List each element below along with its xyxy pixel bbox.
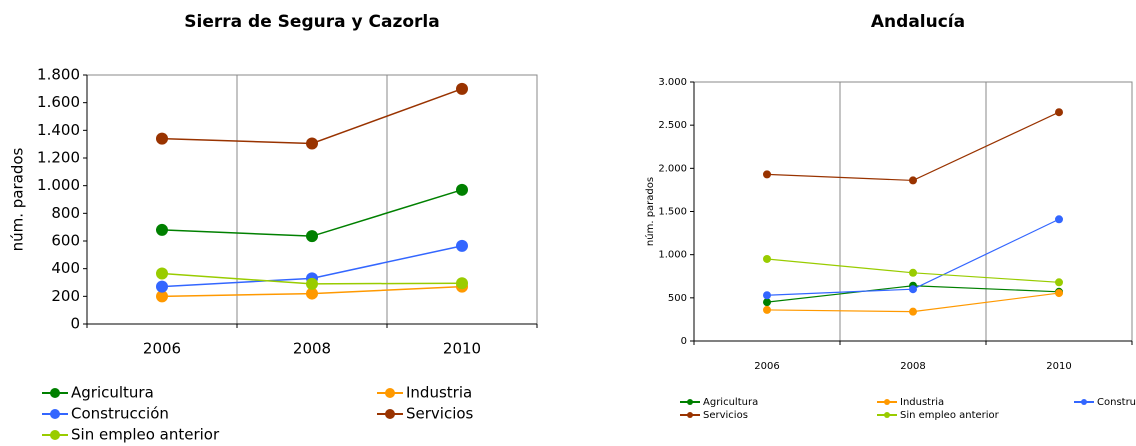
series-point [156, 132, 168, 145]
legend-label: Sin empleo anterior [900, 410, 1000, 421]
x-tick-label: 2006 [754, 361, 779, 372]
y-tick-label: 1.400 [37, 121, 80, 139]
y-axis-label: núm. parados [9, 147, 27, 251]
series-point [1055, 289, 1063, 298]
series-point [763, 298, 771, 307]
series-line [766, 111, 1060, 182]
x-tick-label: 2010 [1046, 361, 1071, 372]
y-tick-label: 3.000 [658, 77, 687, 88]
y-tick-label: 200 [51, 287, 80, 305]
y-tick-label: 1.000 [658, 250, 687, 261]
series-point [763, 254, 771, 263]
y-tick-label: 1.000 [37, 176, 80, 194]
y-tick-label: 800 [51, 204, 80, 222]
legend-label: Construcción [1097, 396, 1136, 408]
series-point [1055, 108, 1063, 117]
legend-marker [1081, 399, 1087, 405]
series-point [909, 285, 917, 294]
legend-marker [50, 388, 60, 398]
series-point [306, 287, 318, 300]
series-line [161, 189, 463, 237]
y-tick-label: 1.800 [37, 66, 80, 84]
legend-marker [687, 412, 693, 418]
y-tick-label: 400 [51, 259, 80, 277]
legend-marker [385, 409, 395, 419]
y-tick-label: 2.500 [658, 120, 687, 131]
y-tick-label: 0 [70, 315, 80, 333]
series-point [456, 277, 468, 290]
x-tick-label: 2006 [143, 340, 181, 358]
series-point [909, 176, 917, 185]
series-point [763, 291, 771, 300]
legend-marker [884, 412, 890, 418]
chart-title: Andalucía [871, 12, 965, 32]
y-axis-label: núm. parados [644, 177, 656, 246]
series-point [456, 183, 468, 196]
series-point [156, 267, 168, 280]
series-point [763, 170, 771, 179]
legend-label: Sin empleo anterior [71, 426, 220, 444]
y-tick-label: 1.200 [37, 149, 80, 167]
legend-marker [50, 409, 60, 419]
legend-label: Servicios [703, 410, 748, 421]
series-point [306, 137, 318, 150]
legend-label: Industria [406, 384, 472, 402]
legend-label: Agricultura [703, 397, 758, 408]
series-point [306, 230, 318, 243]
series-point [156, 223, 168, 236]
series-point [456, 239, 468, 252]
x-tick-label: 2008 [900, 361, 925, 372]
plot-area [693, 81, 1133, 342]
x-tick-label: 2008 [293, 340, 331, 358]
chart-title: Sierra de Segura y Cazorla [184, 12, 439, 32]
x-tick-label: 2010 [443, 340, 481, 358]
series-point [1055, 215, 1063, 224]
y-tick-label: 1.500 [658, 207, 687, 218]
series-line [161, 88, 463, 145]
legend-label: Construcción [71, 405, 169, 423]
y-tick-label: 1.600 [37, 93, 80, 111]
series-point [156, 280, 168, 293]
y-tick-label: 600 [51, 232, 80, 250]
legend-marker [884, 399, 890, 405]
legend-label: Servicios [406, 405, 474, 423]
legend-marker [385, 388, 395, 398]
y-tick-label: 2.000 [658, 163, 687, 174]
legend-label: Industria [900, 397, 944, 408]
series-point [156, 290, 168, 303]
series-point [306, 277, 318, 290]
series-point [456, 82, 468, 95]
series-point [909, 307, 917, 316]
legend-label: Agricultura [71, 384, 154, 402]
legend-marker [687, 399, 693, 405]
y-tick-label: 0 [681, 336, 687, 347]
legend-marker [50, 430, 60, 440]
series-point [1055, 278, 1063, 287]
y-tick-label: 500 [668, 293, 687, 304]
series-point [763, 305, 771, 314]
series-point [909, 268, 917, 277]
